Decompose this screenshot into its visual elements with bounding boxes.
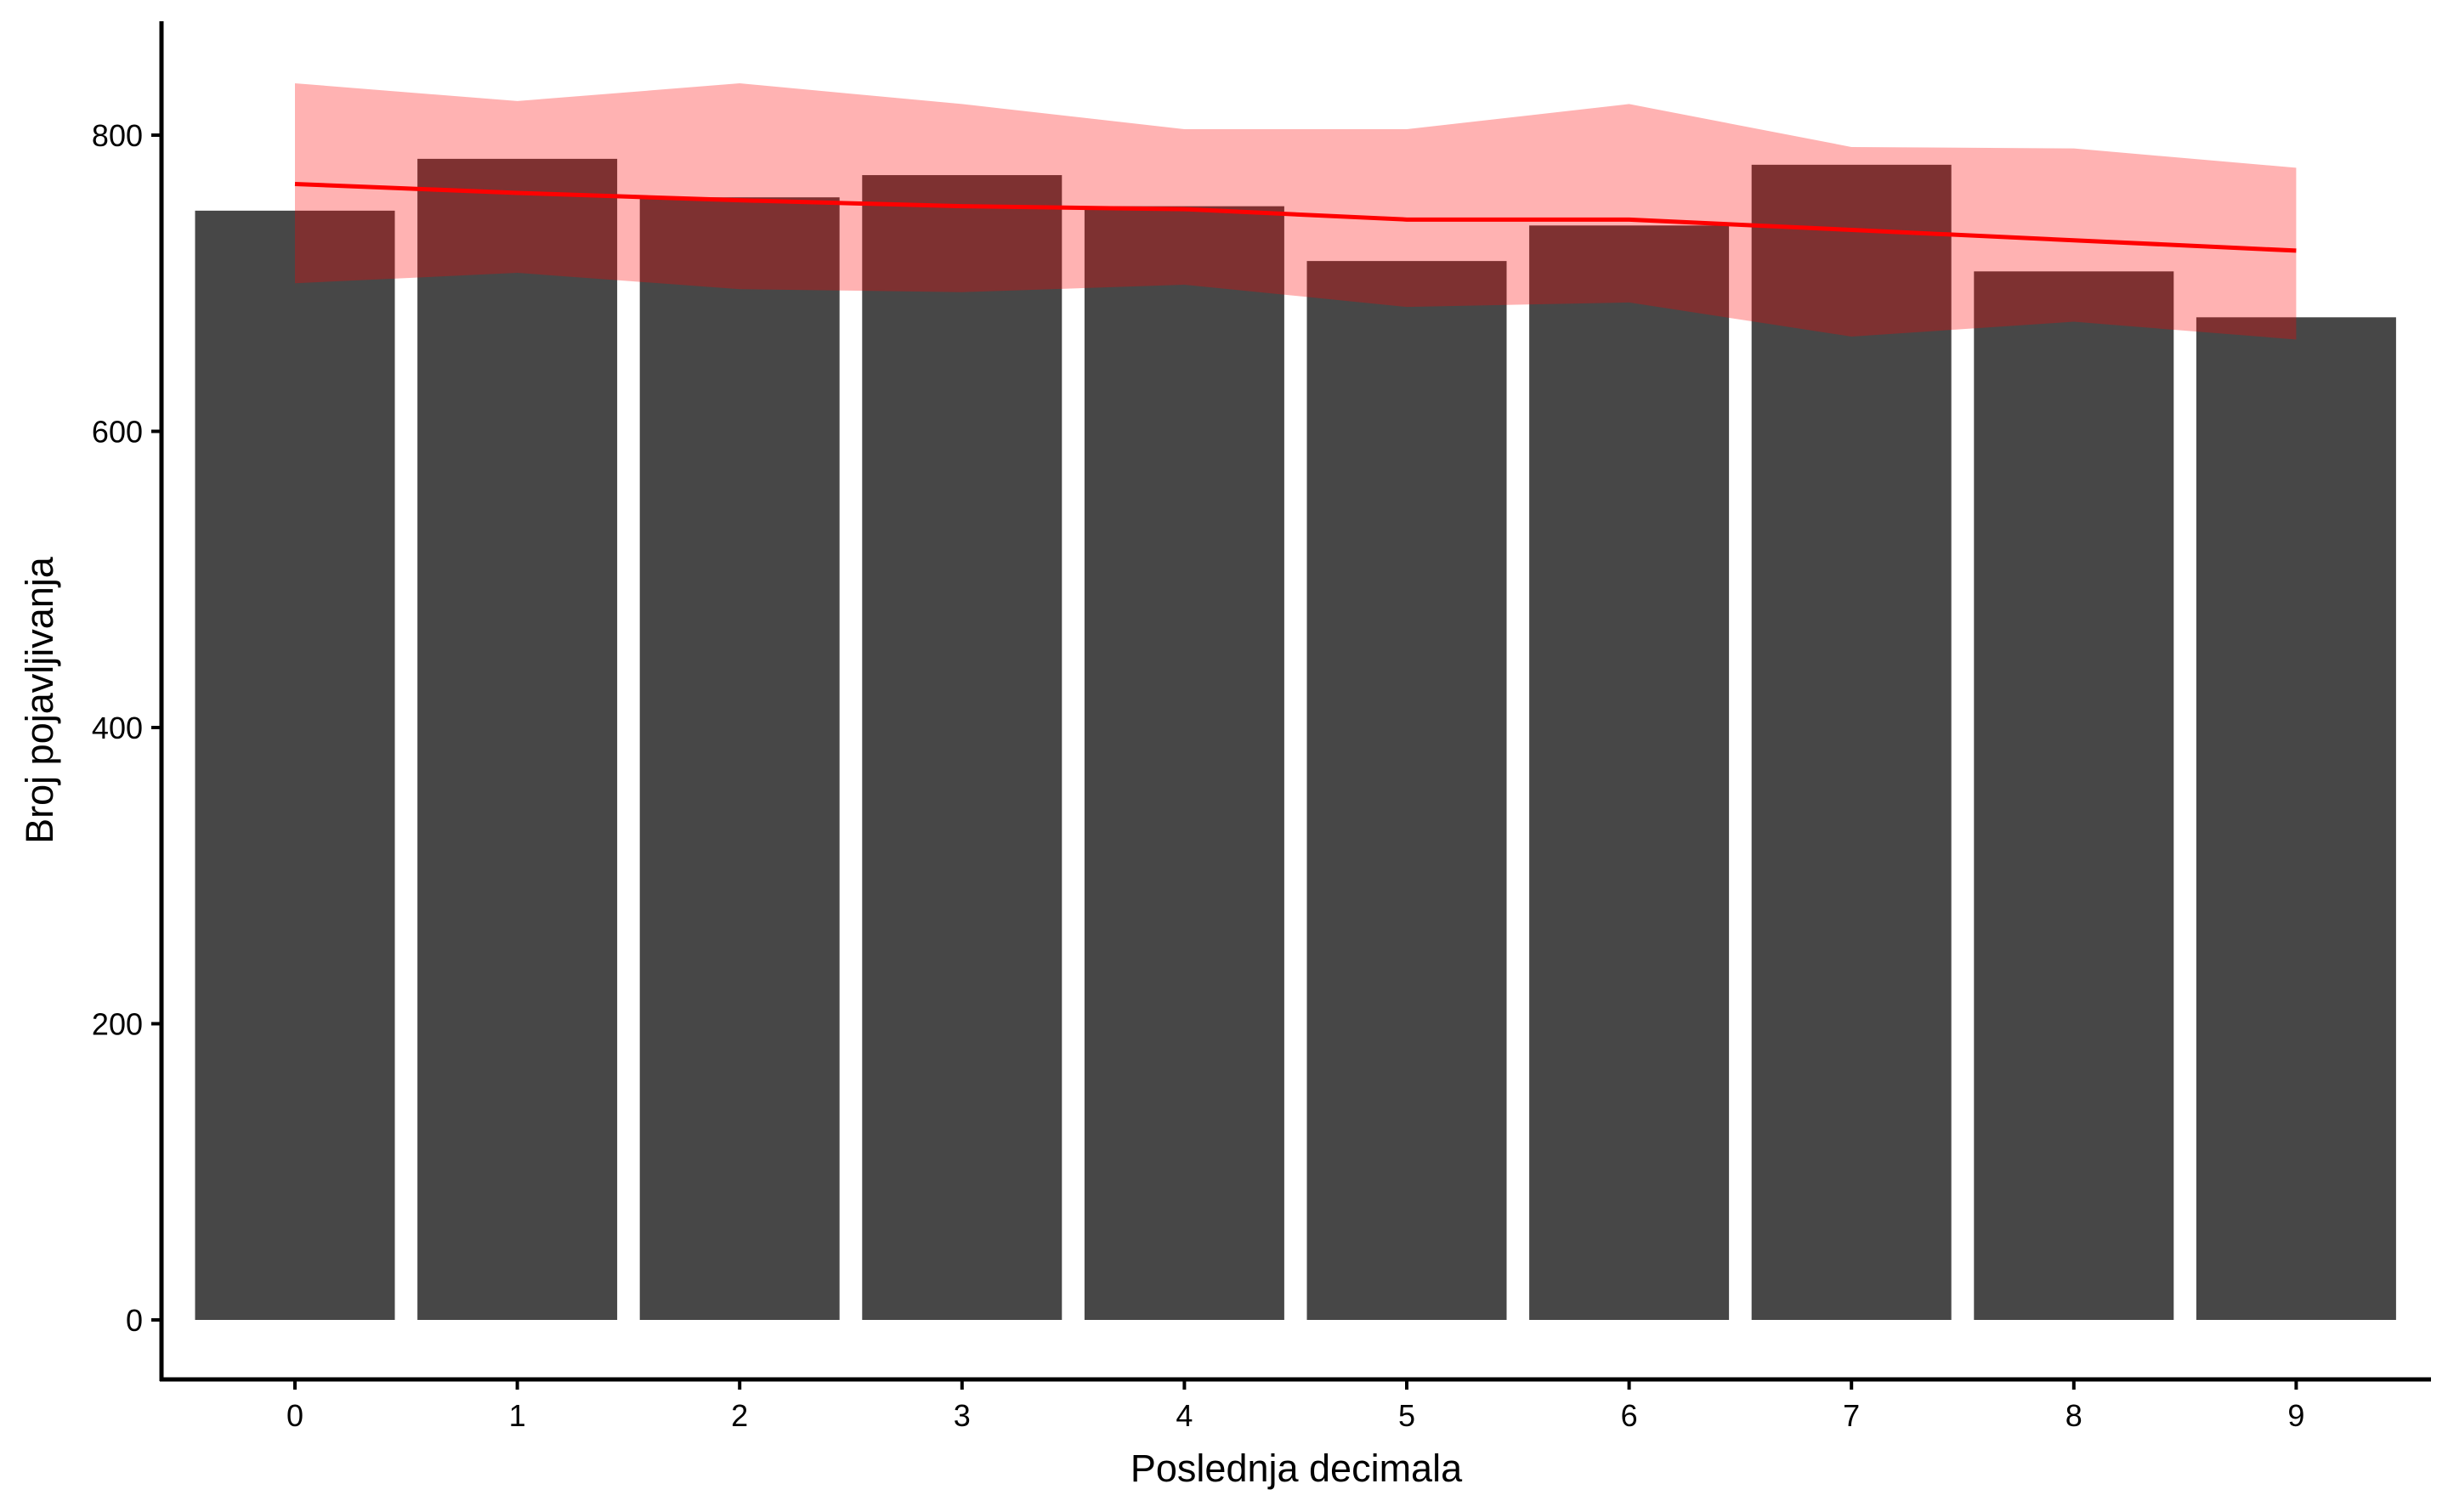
trend-line — [294, 182, 2297, 253]
bar-9 — [2196, 317, 2396, 1320]
bar-0 — [195, 210, 395, 1321]
x-tick-label-0: 0 — [286, 1398, 303, 1433]
x-tick-label-6: 6 — [1621, 1398, 1638, 1433]
bars-group — [195, 158, 2396, 1321]
bar-3 — [862, 175, 1062, 1321]
x-tick-label-8: 8 — [2066, 1398, 2082, 1433]
y-tick-label-0: 0 — [126, 1303, 143, 1338]
x-tick-label-1: 1 — [509, 1398, 526, 1433]
y-tick-label-400: 400 — [92, 711, 143, 745]
bar-5 — [1306, 261, 1507, 1320]
bar-8 — [1974, 271, 2174, 1320]
x-tick-label-3: 3 — [954, 1398, 971, 1433]
trend-line-group — [294, 182, 2297, 253]
x-tick-label-2: 2 — [731, 1398, 748, 1433]
x-tick-label-4: 4 — [1176, 1398, 1193, 1433]
axes-group — [159, 21, 2431, 1382]
bar-2 — [639, 197, 840, 1320]
confidence-band — [295, 83, 2297, 340]
x-tick-label-5: 5 — [1398, 1398, 1415, 1433]
bar-7 — [1751, 164, 1952, 1321]
bar-1 — [417, 158, 618, 1320]
bar-4 — [1084, 206, 1284, 1320]
y-tick-label-600: 600 — [92, 415, 143, 450]
y-axis-title: Broj pojavljivanja — [18, 556, 61, 844]
confidence-band-group — [295, 83, 2297, 340]
y-tick-label-200: 200 — [92, 1007, 143, 1042]
x-axis-title: Poslednja decimala — [1130, 1447, 1463, 1490]
x-ticks-group: 0 1 2 3 4 5 6 7 8 9 — [286, 1379, 2304, 1433]
y-ticks-group: 0 200 400 600 800 — [92, 118, 162, 1338]
bar-6 — [1529, 225, 1730, 1321]
x-tick-label-9: 9 — [2287, 1398, 2304, 1433]
y-tick-label-800: 800 — [92, 118, 143, 153]
x-tick-label-7: 7 — [1843, 1398, 1860, 1433]
